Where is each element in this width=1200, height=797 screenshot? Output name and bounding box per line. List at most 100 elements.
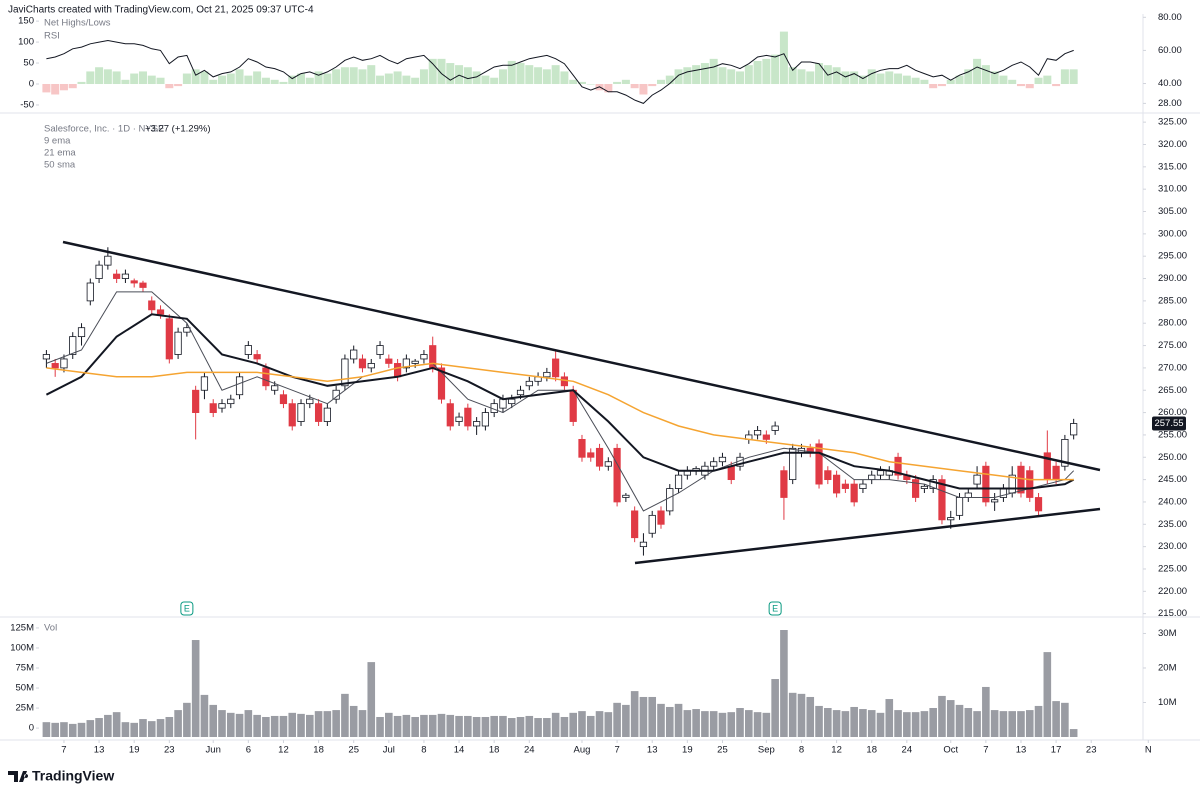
net-highs-lows-bar — [314, 71, 323, 85]
net-highs-lows-bar — [569, 79, 578, 85]
y-tick-label: 50M — [16, 683, 35, 694]
volume-bar — [850, 706, 858, 737]
x-tick-label: 24 — [902, 745, 913, 756]
volume-bar — [455, 715, 463, 737]
x-tick-label: 8 — [799, 745, 804, 756]
x-tick-label: Oct — [943, 745, 958, 756]
net-highs-lows-bar — [858, 75, 867, 85]
candle-body — [235, 376, 244, 396]
trendline — [62, 240, 1101, 472]
earnings-badge — [180, 601, 194, 616]
candle-body — [674, 474, 683, 489]
volume-bar — [999, 711, 1008, 737]
net-highs-lows-bar — [253, 71, 262, 85]
volume-bar — [385, 712, 393, 737]
volume-bar — [358, 710, 367, 737]
candle-body — [42, 354, 51, 360]
net-highs-lows-bar — [674, 69, 683, 85]
volume-bar — [341, 693, 349, 737]
candle-body — [525, 380, 533, 387]
candle-body — [69, 336, 77, 355]
volume-bar — [1025, 710, 1034, 737]
y-tick-label: -50 — [20, 99, 34, 110]
footer-logo: TradingView — [8, 768, 114, 784]
net-highs-lows-bar — [86, 71, 95, 85]
earnings-badge — [768, 601, 782, 616]
y-tick-label: 125M — [10, 622, 34, 633]
net-highs-lows-bar — [182, 73, 191, 85]
candle-body — [139, 282, 147, 288]
y-tick-label: 245.00 — [1158, 474, 1187, 485]
net-highs-lows-bar — [990, 71, 999, 85]
x-tick-label: 6 — [246, 745, 251, 756]
volume-bar — [578, 711, 586, 737]
x-tick-label: 18 — [489, 745, 500, 756]
candle-body — [622, 494, 630, 498]
candle-body — [165, 318, 173, 360]
volume-bar — [1052, 701, 1060, 737]
net-highs-lows-bar — [551, 65, 560, 85]
candle-body — [666, 488, 674, 512]
volume-bar — [938, 695, 946, 737]
y-tick-label: 100 — [18, 37, 34, 48]
candle-body — [51, 363, 59, 369]
candle-body — [613, 447, 621, 503]
net-highs-lows-bar — [885, 71, 894, 85]
candle-body — [209, 403, 217, 413]
volume-bar — [1069, 729, 1078, 737]
net-highs-lows-bar — [621, 79, 630, 85]
y-tick-label: 310.00 — [1158, 184, 1187, 195]
volume-bar — [112, 712, 121, 737]
volume-bar — [42, 722, 51, 737]
candle-body — [841, 483, 849, 489]
volume-bar — [920, 711, 929, 737]
candle-body — [718, 456, 727, 463]
net-highs-lows-bar — [613, 81, 622, 85]
candle-body — [543, 371, 551, 378]
candle-body — [402, 358, 410, 369]
price-change: +3.27 (+1.29%) — [145, 124, 211, 135]
candle-body — [429, 345, 437, 369]
net-highs-lows-bar — [446, 63, 455, 85]
volume-bar — [709, 711, 718, 737]
x-tick-label: 18 — [866, 745, 877, 756]
net-highs-lows-bar — [437, 58, 446, 85]
net-highs-lows-bar — [200, 71, 209, 85]
volume-bar — [859, 709, 867, 737]
candle-body — [578, 438, 586, 458]
legend-label: 21 ema — [44, 148, 76, 159]
net-highs-lows-bar — [1034, 77, 1043, 85]
volume-bar — [534, 718, 542, 737]
y-tick-label: 0 — [29, 723, 34, 734]
candle-body — [508, 398, 516, 405]
net-highs-lows-bar — [753, 60, 762, 85]
y-tick-label: 28.00 — [1158, 98, 1182, 109]
volume-bar — [139, 719, 147, 737]
net-highs-lows-bar — [788, 67, 797, 85]
volume-bar — [955, 704, 964, 737]
candle-body — [367, 363, 375, 369]
candle-body — [288, 403, 296, 427]
candle-body — [753, 430, 762, 436]
net-highs-lows-bar — [841, 71, 850, 85]
y-tick-label: 255.00 — [1158, 429, 1187, 440]
candle-body — [894, 456, 902, 476]
volume-bar — [525, 715, 534, 737]
candle-body — [156, 309, 165, 315]
volume-bar — [77, 722, 86, 737]
volume-bar — [332, 710, 340, 737]
volume-bar — [674, 703, 683, 737]
volume-bar — [297, 713, 305, 737]
x-tick-label: 19 — [129, 745, 140, 756]
net-highs-lows-bar — [902, 75, 911, 85]
candle-body — [569, 389, 577, 422]
candle-body — [481, 412, 490, 427]
net-highs-lows-bar — [226, 73, 235, 85]
volume-bar — [165, 716, 174, 737]
candle-body — [727, 465, 735, 481]
volume-bar — [270, 715, 279, 737]
volume-bar — [701, 711, 709, 737]
volume-bar — [191, 640, 200, 737]
net-highs-lows-bar — [771, 54, 780, 85]
candle-body — [516, 389, 525, 396]
